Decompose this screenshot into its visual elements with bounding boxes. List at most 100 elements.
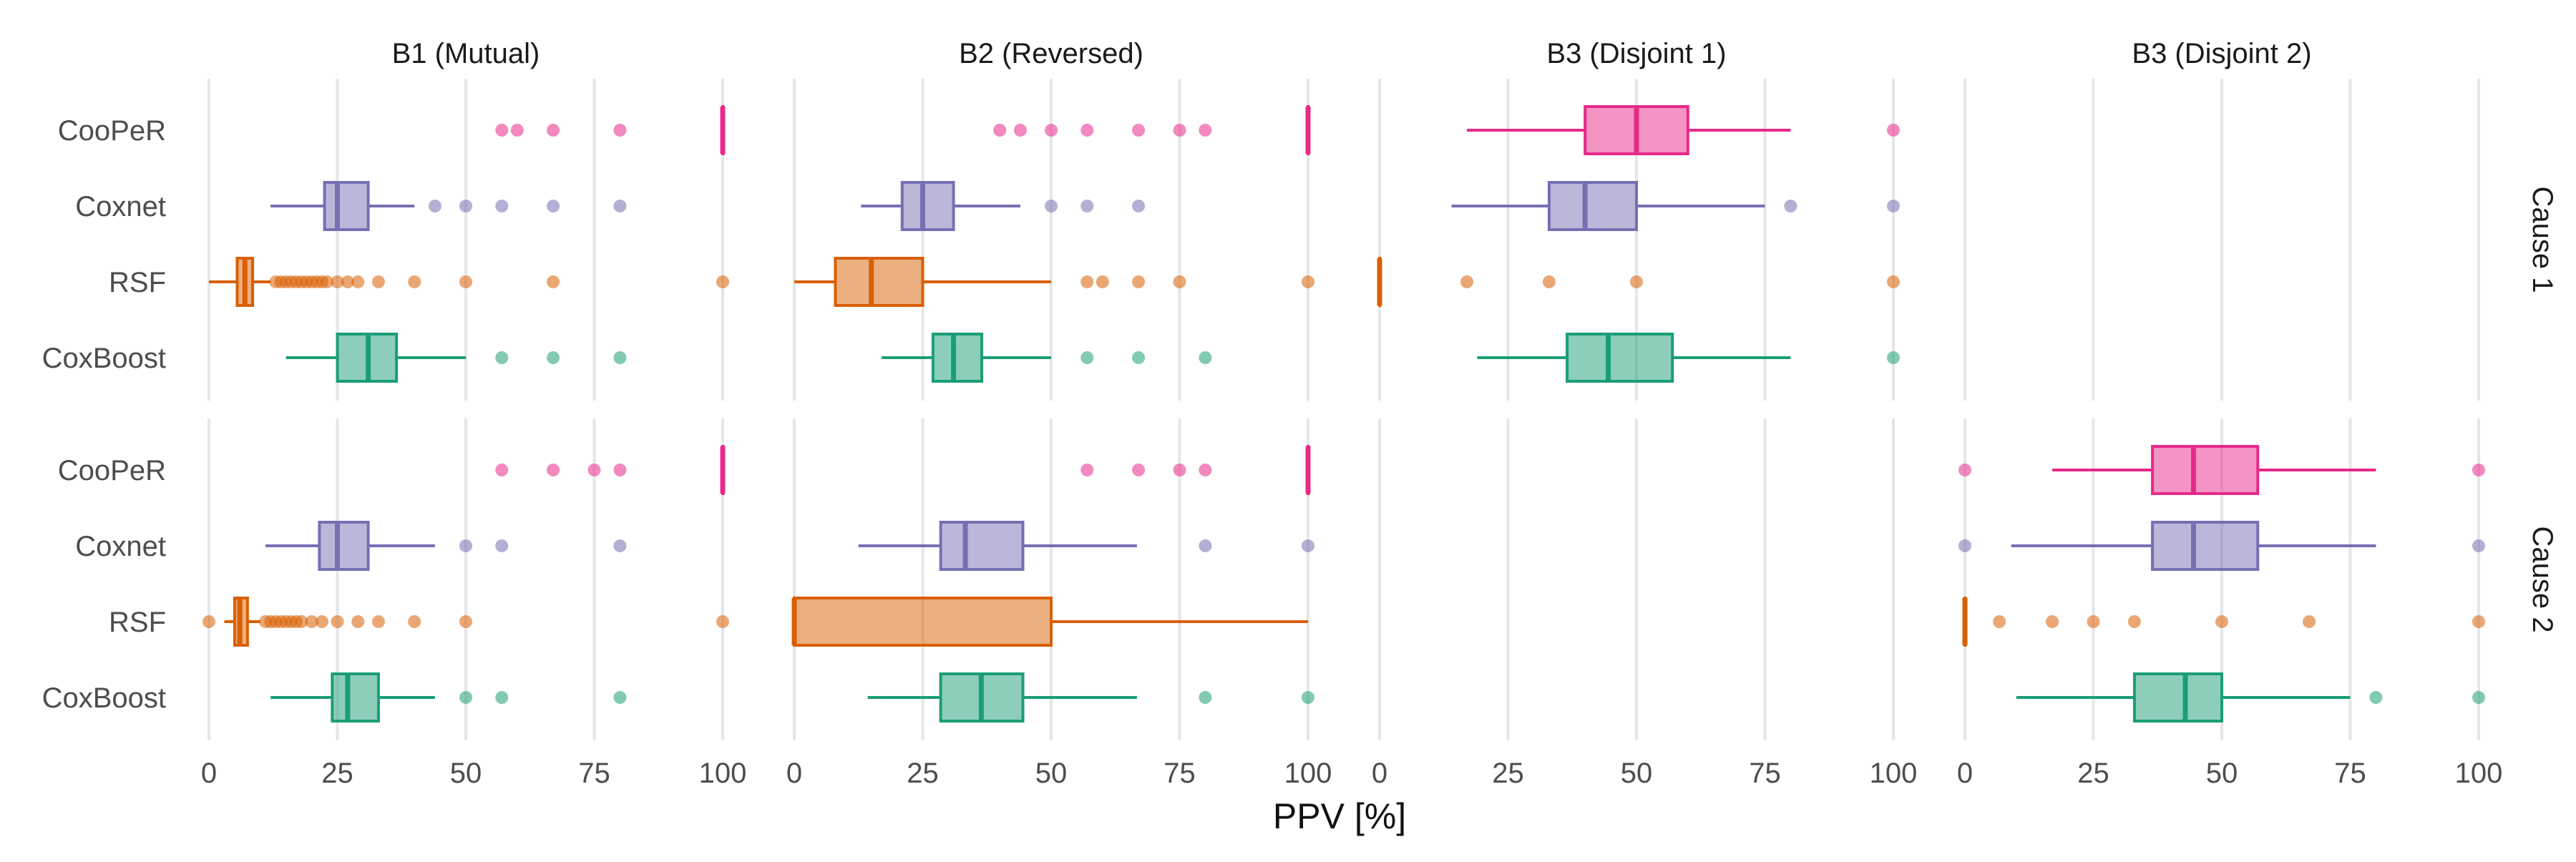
outlier-point-b2-reversed-cause-2-coxnet-0 — [1199, 539, 1212, 552]
x-tick-label-b3-disjoint-2-75: 75 — [2334, 758, 2366, 789]
outlier-point-b3-disjoint-2-cause-2-coxnet-1 — [2472, 539, 2485, 552]
boxplot-b3-disjoint-1-cause-1-coxboost — [1477, 333, 1900, 383]
outlier-point-b2-reversed-cause-2-cooper-0 — [1080, 464, 1094, 476]
y-tick-label-rsf-cause-2: RSF — [109, 607, 166, 638]
outlier-point-b1-mutual-cause-2-rsf-15 — [459, 615, 472, 628]
box-b1-mutual-cause-2-coxnet — [318, 521, 370, 571]
x-tick-label-b2-reversed-75: 75 — [1163, 758, 1196, 789]
box-b3-disjoint-1-cause-1-coxboost — [1566, 333, 1674, 383]
y-tick-label-coxboost-cause-2: CoxBoost — [42, 682, 166, 714]
outlier-point-b1-mutual-cause-1-coxnet-2 — [495, 200, 509, 212]
outlier-point-b3-disjoint-1-cause-1-rsf-0 — [1460, 275, 1474, 288]
boxplot-b2-reversed-cause-1-rsf — [794, 257, 1314, 307]
box-b2-reversed-cause-1-coxboost — [931, 333, 984, 383]
boxplot-b3-disjoint-1-cause-1-rsf — [1377, 257, 1900, 307]
boxplot-b2-reversed-cause-2-cooper — [1080, 445, 1311, 495]
boxplot-b1-mutual-cause-2-coxnet — [265, 521, 627, 571]
outlier-point-b1-mutual-cause-1-coxnet-3 — [547, 200, 560, 212]
x-tick-label-b3-disjoint-2-25: 25 — [2077, 758, 2109, 789]
outlier-point-b3-disjoint-2-cause-2-cooper-1 — [2472, 464, 2485, 476]
outlier-point-b2-reversed-cause-1-cooper-6 — [1199, 124, 1212, 137]
box-b3-disjoint-2-cause-2-cooper — [2151, 445, 2260, 495]
boxplot-b1-mutual-cause-1-coxnet — [270, 181, 627, 231]
box-b2-reversed-cause-1-rsf — [834, 257, 924, 307]
boxplot-b3-disjoint-2-cause-2-coxnet — [1958, 521, 2485, 571]
x-tick-label-b3-disjoint-2-50: 50 — [2206, 758, 2238, 789]
outlier-point-b2-reversed-cause-1-rsf-2 — [1132, 275, 1146, 288]
x-tick-label-b1-mutual-0: 0 — [201, 758, 217, 789]
outlier-point-b3-disjoint-2-cause-2-rsf-0 — [1993, 615, 2006, 628]
x-tick-label-b3-disjoint-1-100: 100 — [1870, 758, 1918, 789]
box-b2-reversed-cause-2-coxnet — [939, 521, 1025, 571]
boxplot-b1-mutual-cause-1-cooper — [495, 105, 726, 155]
outlier-point-b1-mutual-cause-1-cooper-2 — [547, 124, 560, 137]
marks-layer — [203, 105, 2485, 723]
x-tick-label-b2-reversed-0: 0 — [786, 758, 802, 789]
outlier-point-b1-mutual-cause-2-coxnet-1 — [495, 539, 509, 552]
boxplot-b1-mutual-cause-2-cooper — [495, 445, 726, 495]
x-axis-title: PPV [%] — [1273, 796, 1406, 836]
outlier-point-b1-mutual-cause-2-rsf-11 — [331, 615, 344, 628]
outlier-point-b1-mutual-cause-2-coxnet-0 — [459, 539, 472, 552]
boxplot-b1-mutual-cause-2-rsf — [203, 597, 729, 647]
outlier-point-b2-reversed-cause-1-rsf-0 — [1080, 275, 1094, 288]
y-tick-label-coxnet-cause-1: Coxnet — [75, 191, 166, 222]
boxplot-b2-reversed-cause-2-coxnet — [858, 521, 1314, 571]
outlier-point-b2-reversed-cause-2-cooper-3 — [1199, 464, 1212, 476]
outlier-point-b1-mutual-cause-1-cooper-3 — [613, 124, 627, 137]
outlier-point-b3-disjoint-1-cause-1-coxnet-0 — [1784, 200, 1797, 212]
outlier-point-b2-reversed-cause-2-coxboost-0 — [1199, 691, 1212, 704]
outlier-point-b1-mutual-cause-2-rsf-14 — [408, 615, 421, 628]
outlier-point-b3-disjoint-1-cause-1-rsf-3 — [1887, 275, 1900, 288]
facet-row-title-cause-2: Cause 2 — [2527, 526, 2558, 633]
box-b2-reversed-cause-2-rsf — [793, 597, 1053, 647]
boxplot-b2-reversed-cause-2-rsf — [791, 597, 1308, 647]
boxplot-b3-disjoint-2-cause-2-cooper — [1958, 445, 2485, 495]
outlier-point-b1-mutual-cause-1-rsf-15 — [408, 275, 421, 288]
box-b3-disjoint-2-cause-2-coxboost — [2132, 672, 2223, 723]
outlier-point-b3-disjoint-2-cause-2-coxboost-0 — [2369, 691, 2383, 704]
box-b3-disjoint-2-cause-2-coxnet — [2151, 521, 2260, 571]
outlier-point-b1-mutual-cause-2-rsf-0 — [203, 615, 215, 628]
outlier-point-b1-mutual-cause-1-cooper-0 — [495, 124, 509, 137]
outlier-point-b2-reversed-cause-1-coxboost-2 — [1199, 351, 1212, 364]
boxplot-b3-disjoint-2-cause-2-rsf — [1962, 597, 2485, 647]
outlier-point-b2-reversed-cause-1-coxnet-1 — [1080, 200, 1094, 212]
outlier-point-b1-mutual-cause-2-rsf-13 — [371, 615, 385, 628]
outlier-point-b3-disjoint-1-cause-1-coxnet-1 — [1887, 200, 1900, 212]
boxplot-b2-reversed-cause-2-coxboost — [867, 672, 1314, 723]
outlier-point-b3-disjoint-2-cause-2-rsf-2 — [2087, 615, 2100, 628]
x-tick-label-b1-mutual-75: 75 — [578, 758, 610, 789]
outlier-point-b3-disjoint-2-cause-2-cooper-0 — [1958, 464, 1971, 476]
outlier-point-b1-mutual-cause-1-coxnet-0 — [428, 200, 441, 212]
outlier-point-b2-reversed-cause-2-coxboost-1 — [1302, 691, 1314, 704]
outlier-point-b3-disjoint-2-cause-2-rsf-4 — [2215, 615, 2228, 628]
outlier-point-b2-reversed-cause-2-coxnet-1 — [1302, 539, 1314, 552]
outlier-point-b1-mutual-cause-1-rsf-18 — [716, 275, 729, 288]
outlier-point-b1-mutual-cause-2-coxnet-2 — [613, 539, 627, 552]
y-tick-label-cooper-cause-2: CooPeR — [58, 455, 166, 486]
outlier-point-b2-reversed-cause-1-rsf-3 — [1173, 275, 1186, 288]
facet-row-title-cause-1: Cause 1 — [2527, 187, 2558, 293]
x-tick-label-b3-disjoint-2-100: 100 — [2455, 758, 2503, 789]
outlier-point-b3-disjoint-1-cause-1-rsf-1 — [1542, 275, 1556, 288]
outlier-point-b3-disjoint-2-cause-2-coxnet-0 — [1958, 539, 1971, 552]
facet-title-b3-disjoint-1: B3 (Disjoint 1) — [1546, 38, 1726, 69]
outlier-point-b1-mutual-cause-2-rsf-12 — [351, 615, 365, 628]
outlier-point-b2-reversed-cause-1-coxnet-2 — [1132, 200, 1146, 212]
box-b3-disjoint-1-cause-1-coxnet — [1547, 181, 1638, 231]
facet-title-b2-reversed: B2 (Reversed) — [959, 38, 1143, 69]
x-tick-label-b3-disjoint-1-75: 75 — [1749, 758, 1781, 789]
outlier-point-b1-mutual-cause-1-rsf-13 — [351, 275, 365, 288]
facet-title-b3-disjoint-2: B3 (Disjoint 2) — [2132, 38, 2311, 69]
outlier-point-b1-mutual-cause-2-cooper-1 — [547, 464, 560, 476]
outlier-point-b1-mutual-cause-2-coxboost-2 — [613, 691, 627, 704]
outlier-point-b2-reversed-cause-1-cooper-3 — [1080, 124, 1094, 137]
facet-title-b1-mutual: B1 (Mutual) — [392, 38, 540, 69]
outlier-point-b2-reversed-cause-1-cooper-0 — [993, 124, 1007, 137]
boxplot-b1-mutual-cause-1-rsf — [209, 257, 729, 307]
x-tick-label-b3-disjoint-2-0: 0 — [1957, 758, 1973, 789]
x-tick-label-b1-mutual-100: 100 — [699, 758, 747, 789]
